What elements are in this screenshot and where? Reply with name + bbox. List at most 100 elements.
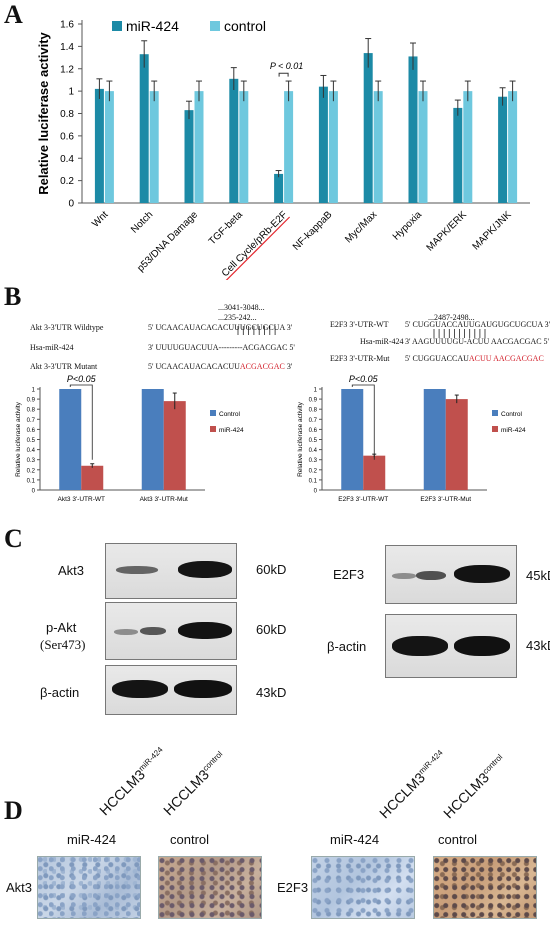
akt3-mut-seq-black: 5' UCAACAUACACACUU xyxy=(148,362,240,371)
chart-a-y-tick-label: 1.6 xyxy=(60,20,74,31)
ihc-col-control-right: control xyxy=(438,832,478,847)
mir424-sequence-right: 3' AAGUUUUGU-ACUU AACGACGAC 5' xyxy=(405,337,549,346)
chart-b-y-tick-label: 0.8 xyxy=(309,408,318,414)
chart-a-category-label: MAPK/JNK xyxy=(471,209,514,252)
chart-a-bar xyxy=(408,56,418,203)
actin-blot-left xyxy=(105,665,237,715)
chart-a-category-label: TGF-beta xyxy=(207,209,245,247)
chart-b-legend-label: Control xyxy=(219,411,241,418)
chart-b-legend-swatch xyxy=(210,410,216,416)
actin-band-control-left xyxy=(174,680,232,698)
chart-b-y-tick-label: 0.8 xyxy=(27,408,36,414)
chart-a-bar xyxy=(363,53,373,204)
chart-a-bar xyxy=(184,110,194,203)
akt3-wt-sequence: 5' UCAACAUACACACUUUGCUGCUA 3' xyxy=(148,323,293,332)
chart-b-y-tick-label: 0.6 xyxy=(27,428,36,434)
chart-a-legend-swatch xyxy=(210,21,220,31)
chart-b-bar xyxy=(81,465,104,490)
mir424-label-right: Hsa-miR-424 xyxy=(360,337,404,346)
chart-a-bar xyxy=(463,91,473,203)
chart-a-legend-swatch xyxy=(112,21,122,31)
actin-kd-label-right: 43kD xyxy=(526,638,550,653)
chart-a-category-label: Wnt xyxy=(90,209,111,230)
e2f3-kd-label: 45kD xyxy=(526,568,550,583)
chart-b-y-axis-label: Relative luciferase activity xyxy=(297,401,304,477)
chart-b-y-tick-label: 0.3 xyxy=(309,458,318,464)
chart-a-bar xyxy=(498,96,508,203)
ihc-image-akt3-control xyxy=(158,856,262,919)
chart-b-bar xyxy=(423,389,446,490)
chart-a-legend-label: control xyxy=(224,18,266,34)
lane-label-mir424-left: HCCLM3miR-424 xyxy=(96,745,169,818)
actin-kd-label-left: 43kD xyxy=(256,685,287,700)
chart-b-y-tick-label: 1 xyxy=(32,388,36,394)
actin-blot-label-left: β-actin xyxy=(40,685,80,700)
chart-a-bar xyxy=(139,54,149,203)
chart-b-y-tick-label: 0 xyxy=(32,489,36,495)
akt3-mut-seq-red: ACGACGAC xyxy=(239,362,285,371)
akt3-binding-position: ...3041-3048... xyxy=(218,303,265,312)
chart-a-bar xyxy=(373,91,383,203)
chart-a-y-tick-label: 0.4 xyxy=(60,154,74,165)
chart-a-bar xyxy=(274,173,284,203)
chart-b-y-tick-label: 0.2 xyxy=(27,468,36,474)
lane-label-mir424-right-base: HCCLM3 xyxy=(376,769,429,822)
chart-b-legend-label: Control xyxy=(501,411,523,418)
chart-b-y-tick-label: 0.5 xyxy=(309,438,318,444)
actin-band-mir424-left xyxy=(112,680,168,698)
chart-b-legend-label: miR-424 xyxy=(219,427,244,434)
actin-blot-right xyxy=(385,614,517,678)
akt3-band-mir424 xyxy=(116,566,158,574)
actin-band-control-right xyxy=(454,636,510,656)
chart-b-p-value: P<0.05 xyxy=(67,374,97,384)
lane-label-control-right: HCCLM3control xyxy=(440,752,509,822)
chart-a-category-label: Hypoxia xyxy=(391,209,425,243)
e2f3-mut-seq-black: 5' CUGGUACCAU xyxy=(405,354,469,363)
e2f3-band-mir424-a xyxy=(392,573,416,579)
chart-a-bar xyxy=(418,91,428,203)
chart-a-bar xyxy=(94,88,104,203)
chart-b-akt3-plot: 0 0.1 0.2 0.3 0.4 0.5 0.6 0.7 0.8 0.9 1 Relative lu… xyxy=(15,374,244,503)
e2f3-band-control xyxy=(454,565,510,583)
chart-a-y-tick-label: 1.4 xyxy=(60,42,74,53)
chart-a-bar xyxy=(229,78,239,203)
pakt-band-mir424-a xyxy=(114,629,138,635)
chart-b-category-label: E2F3 3'-UTR-WT xyxy=(338,496,388,503)
chart-a-category-label: NF-kappaB xyxy=(291,209,335,253)
chart-b-y-axis-label: Relative luciferase activity xyxy=(15,401,22,477)
akt3-kd-label: 60kD xyxy=(256,562,287,577)
chart-a-y-tick-label: 1 xyxy=(68,87,74,98)
lane-label-control-right-sup: control xyxy=(480,752,505,776)
ihc-image-e2f3-control xyxy=(433,856,537,919)
chart-b-category-label: Akt3 3'-UTR-WT xyxy=(58,496,105,503)
chart-b-bar xyxy=(141,389,164,490)
ihc-col-mir424-left: miR-424 xyxy=(67,832,117,847)
akt3-blot xyxy=(105,543,237,599)
ihc-col-control-left: control xyxy=(170,832,210,847)
chart-a-bar xyxy=(149,91,159,203)
mir424-binding-position: ...235-242... xyxy=(218,313,257,322)
lane-label-control-right-base: HCCLM3 xyxy=(440,769,493,822)
lane-label-control-left: HCCLM3control xyxy=(160,749,229,819)
chart-b-legend-swatch xyxy=(492,410,498,416)
luciferase-utr-charts: 0 0.1 0.2 0.3 0.4 0.5 0.6 0.7 0.8 0.9 1 Relative lu… xyxy=(15,374,526,503)
e2f3-mut-label: E2F3 3'-UTR-Mut xyxy=(330,354,390,363)
lane-label-mir424-right-sup: miR-424 xyxy=(416,748,445,776)
ihc-image-e2f3-mir424 xyxy=(311,856,415,919)
pakt-site-label: (Ser473) xyxy=(40,637,86,652)
chart-a-plot: 0 0.2 0.4 0.6 0.8 1 1.2 1.4 1.6 Relative lucifera… xyxy=(36,18,530,280)
e2f3-binding-position: ...2487-2498... xyxy=(428,313,475,322)
actin-band-mir424-right xyxy=(392,636,448,656)
chart-a-y-tick-label: 0.8 xyxy=(60,109,74,120)
akt3-pairing-lines xyxy=(232,323,292,335)
e2f3-band-mir424-b xyxy=(416,571,446,580)
luciferase-pathway-chart: 0 0.2 0.4 0.6 0.8 1 1.2 1.4 1.6 Relative lucifera… xyxy=(36,18,530,280)
akt3-wt-label: Akt 3-3'UTR Wildtype xyxy=(30,323,104,332)
chart-a-y-tick-label: 0 xyxy=(68,199,74,210)
lane-label-control-left-sup: control xyxy=(200,749,225,773)
pakt-band-control xyxy=(178,622,232,639)
e2f3-pairing-lines xyxy=(430,326,510,338)
e2f3-wt-label: E2F3 3'-UTR-WT xyxy=(330,320,389,329)
chart-b-y-tick-label: 0.7 xyxy=(309,418,318,424)
chart-a-significance-bracket xyxy=(278,72,289,77)
